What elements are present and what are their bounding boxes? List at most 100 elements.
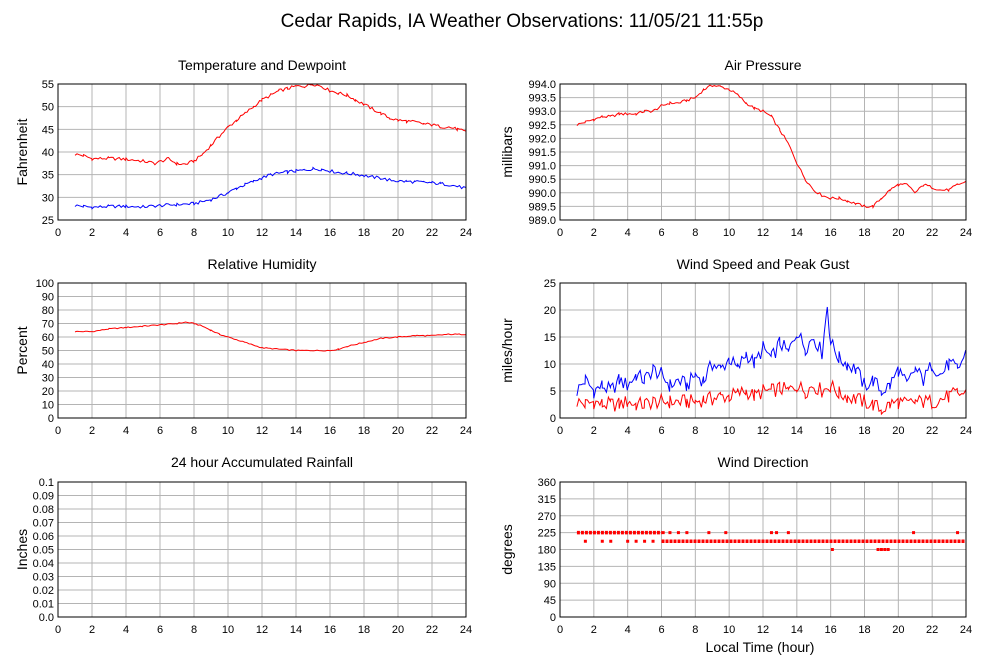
rh-y-tick-label: 20	[42, 386, 54, 398]
rain-x-tick-label: 8	[191, 624, 197, 636]
rain-y-tick-label: 0.03	[33, 572, 54, 584]
temp-x-tick-label: 16	[324, 227, 336, 239]
rain-x-tick-label: 6	[157, 624, 163, 636]
wind-x-tick-label: 14	[791, 425, 803, 437]
temp-x-tick-label: 18	[358, 227, 370, 239]
wdir-direction-point	[600, 539, 604, 543]
wdir-direction-point	[634, 539, 638, 543]
rain-x-tick-label: 14	[290, 624, 302, 636]
wdir-direction-point	[879, 548, 883, 551]
wdir-direction-point	[876, 548, 880, 551]
temp-x-tick-label: 2	[89, 227, 95, 239]
wdir-x-tick-label: 0	[557, 624, 563, 636]
wdir-direction-point	[676, 531, 680, 535]
rh-y-tick-label: 10	[42, 400, 54, 412]
rh-y-tick-label: 50	[42, 346, 54, 358]
wind-y-tick-label: 15	[544, 332, 556, 344]
wind-x-tick-label: 4	[625, 425, 631, 437]
wdir-y-tick-label: 360	[538, 477, 556, 489]
rh-x-tick-label: 14	[290, 425, 302, 437]
wdir-plot-frame	[559, 481, 967, 618]
rain-y-tick-label: 0.05	[33, 545, 54, 557]
wdir-x-tick-label: 24	[960, 624, 972, 636]
pres-x-tick-label: 10	[723, 227, 735, 239]
temp-y-tick-label: 30	[42, 192, 54, 204]
rh-series-line-1	[74, 321, 467, 352]
rh-x-tick-label: 22	[426, 425, 438, 437]
wdir-y-tick-label: 180	[538, 545, 556, 557]
pres-y-tick-label: 991.0	[528, 161, 556, 173]
wind-y-axis-label: miles/hour	[499, 318, 515, 383]
rain-y-tick-label: 0.08	[33, 504, 54, 516]
local-time-axis-label: Local Time (hour)	[706, 639, 815, 655]
rain-y-tick-label: 0.06	[33, 531, 54, 543]
temp-x-tick-label: 4	[123, 227, 129, 239]
wdir-y-tick-label: 45	[544, 595, 556, 607]
wdir-direction-point	[626, 539, 630, 543]
wdir-x-tick-label: 14	[791, 624, 803, 636]
rh-y-tick-label: 60	[42, 332, 54, 344]
temp-x-tick-label: 20	[392, 227, 404, 239]
rh-y-tick-label: 40	[42, 359, 54, 371]
wdir-direction-point	[707, 531, 711, 535]
pres-x-tick-label: 16	[825, 227, 837, 239]
rh-y-tick-label: 90	[42, 292, 54, 304]
wdir-direction-point	[609, 539, 613, 543]
pres-y-tick-label: 990.0	[528, 188, 556, 200]
wdir-direction-point	[883, 548, 887, 551]
wdir-direction-point	[775, 531, 779, 535]
pres-x-tick-label: 12	[757, 227, 769, 239]
rh-x-tick-label: 24	[460, 425, 472, 437]
wind-x-tick-label: 6	[658, 425, 664, 437]
temp-x-tick-label: 8	[191, 227, 197, 239]
pres-x-tick-label: 14	[791, 227, 803, 239]
rh-x-tick-label: 10	[222, 425, 234, 437]
wdir-y-tick-label: 90	[544, 578, 556, 590]
wdir-y-tick-label: 315	[538, 494, 556, 506]
rh-chart-title: Relative Humidity	[208, 256, 317, 272]
rh-y-tick-label: 0	[48, 413, 54, 425]
wdir-y-tick-label: 0	[550, 612, 556, 624]
wdir-direction-point	[668, 531, 672, 535]
pres-y-tick-label: 992.5	[528, 120, 556, 132]
wdir-y-tick-label: 135	[538, 561, 556, 573]
temp-y-tick-label: 40	[42, 147, 54, 159]
temp-series-line-2	[74, 166, 467, 210]
wdir-direction-point	[583, 539, 587, 543]
wind-x-tick-label: 22	[926, 425, 938, 437]
rain-y-tick-label: 0.1	[39, 477, 54, 489]
wdir-direction-point	[685, 531, 689, 535]
rain-x-tick-label: 20	[392, 624, 404, 636]
wind-x-tick-label: 20	[892, 425, 904, 437]
page-title: Cedar Rapids, IA Weather Observations: 1…	[281, 11, 764, 32]
wdir-y-tick-label: 270	[538, 511, 556, 523]
wdir-y-tick-label: 225	[538, 528, 556, 540]
temp-x-tick-label: 10	[222, 227, 234, 239]
rain-x-tick-label: 24	[460, 624, 472, 636]
rh-x-tick-label: 6	[157, 425, 163, 437]
temp-x-tick-label: 0	[55, 227, 61, 239]
pres-y-axis-label: millibars	[499, 126, 515, 177]
wind-plot-frame	[559, 282, 967, 419]
rain-x-tick-label: 4	[123, 624, 129, 636]
rain-x-tick-label: 12	[256, 624, 268, 636]
wind-series-line-1	[576, 306, 967, 399]
wdir-direction-point	[661, 531, 665, 535]
wind-x-tick-label: 24	[960, 425, 972, 437]
rain-y-tick-label: 0.07	[33, 518, 54, 530]
wdir-direction-point	[956, 531, 960, 535]
rh-x-tick-label: 2	[89, 425, 95, 437]
temp-x-tick-label: 22	[426, 227, 438, 239]
rain-x-tick-label: 22	[426, 624, 438, 636]
wdir-x-tick-label: 4	[625, 624, 631, 636]
rain-y-tick-label: 0.04	[33, 558, 54, 570]
wdir-x-tick-label: 2	[591, 624, 597, 636]
pres-x-tick-label: 20	[892, 227, 904, 239]
rh-x-tick-label: 18	[358, 425, 370, 437]
